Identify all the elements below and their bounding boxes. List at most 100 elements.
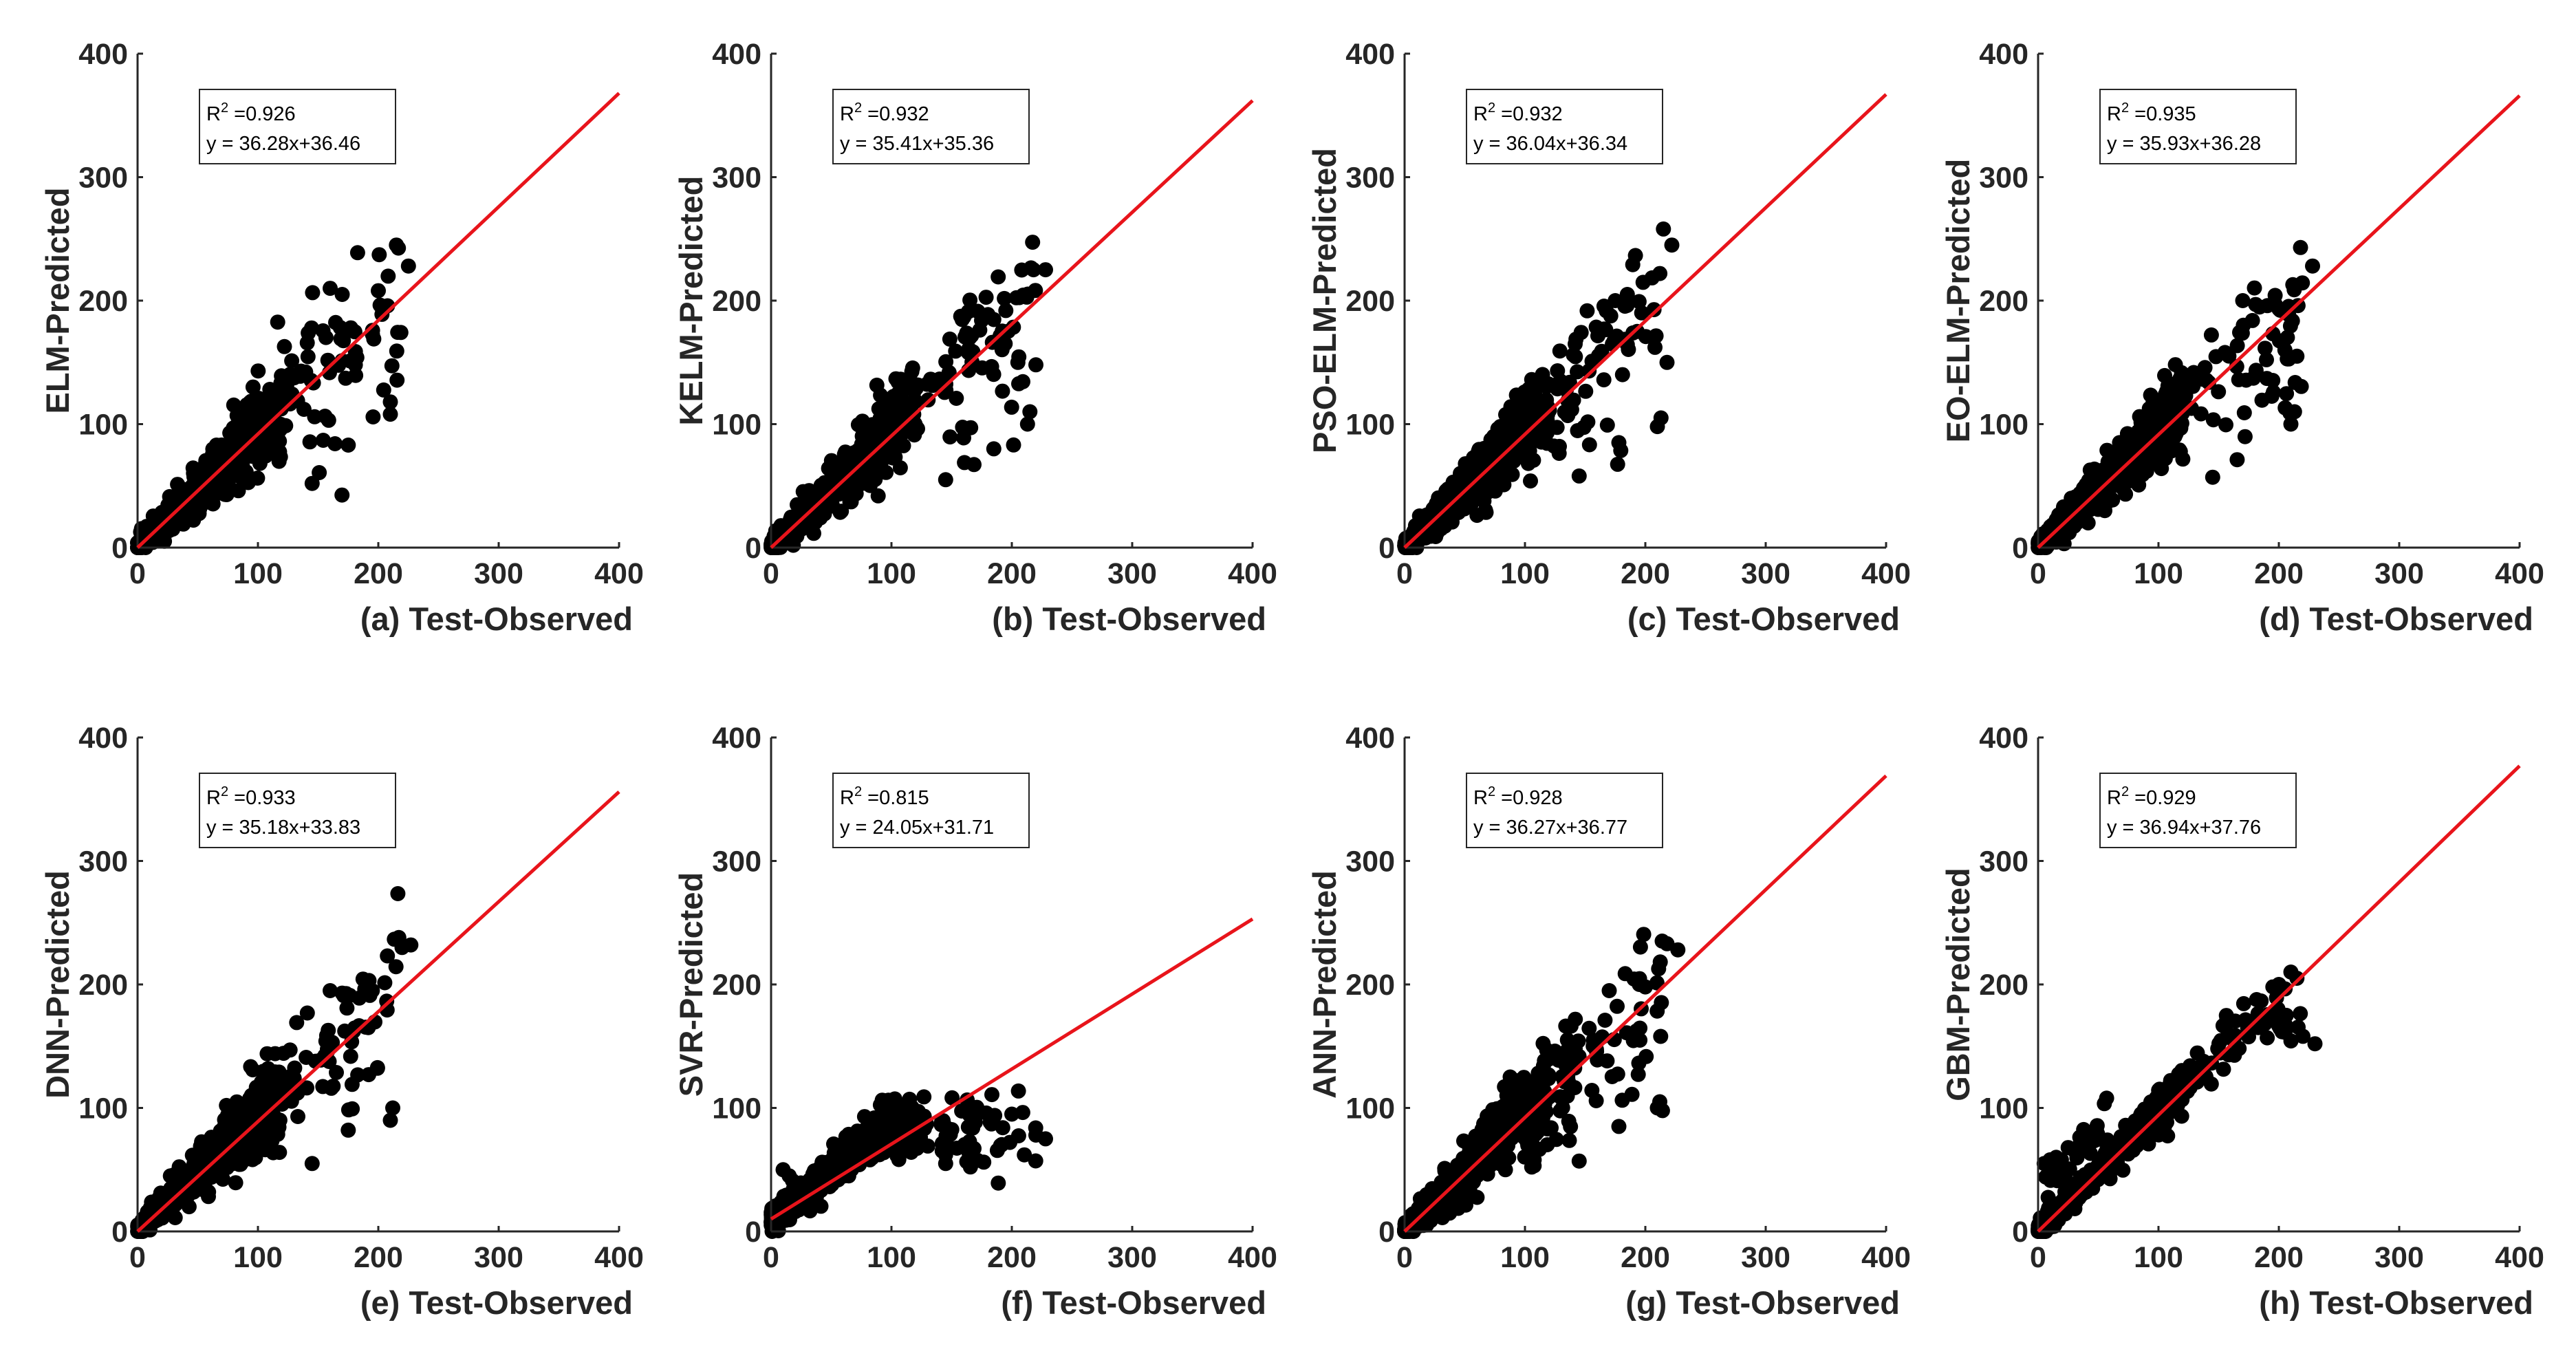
data-point	[1539, 392, 1555, 408]
data-point	[2293, 239, 2308, 255]
data-point	[854, 413, 870, 429]
data-point	[1561, 1113, 1577, 1129]
data-point	[871, 427, 887, 442]
data-point	[2246, 370, 2261, 386]
data-point	[902, 1091, 918, 1107]
data-point	[1581, 437, 1597, 453]
data-point	[1028, 1128, 1043, 1143]
data-point	[202, 1143, 217, 1159]
x-tick-label: 200	[2254, 557, 2304, 590]
data-point	[1019, 416, 1035, 432]
data-point	[1488, 473, 1504, 489]
data-point	[390, 325, 406, 341]
y-tick-label: 300	[712, 845, 761, 879]
data-point	[1520, 455, 1536, 471]
data-point	[2161, 387, 2177, 403]
data-point	[2172, 442, 2187, 458]
y-tick-label: 300	[1979, 162, 2028, 195]
data-point	[299, 1005, 315, 1021]
data-point	[2279, 386, 2295, 402]
scatter-points	[1397, 221, 1680, 555]
data-point	[869, 377, 885, 393]
data-point	[271, 453, 287, 469]
data-point	[984, 1087, 999, 1103]
data-point	[1599, 303, 1614, 319]
data-point	[1594, 343, 1610, 359]
data-point	[371, 283, 386, 299]
data-point	[282, 1042, 298, 1058]
data-point	[315, 433, 331, 448]
data-point	[1610, 456, 1625, 472]
data-point	[176, 486, 192, 502]
x-tick-label: 300	[2374, 557, 2424, 590]
data-point	[1524, 371, 1539, 387]
data-point	[282, 367, 298, 382]
y-tick-label: 300	[78, 845, 128, 879]
data-point	[1570, 364, 1585, 380]
data-point	[2253, 993, 2269, 1009]
data-point	[1579, 303, 1595, 319]
data-point	[245, 379, 261, 395]
x-tick-label: 300	[1107, 557, 1157, 590]
data-point	[1656, 221, 1671, 237]
x-tick-label: 200	[354, 557, 403, 590]
fit-equation: y = 24.05x+31.71	[840, 817, 994, 839]
data-point	[1632, 939, 1648, 955]
y-tick-label: 0	[111, 1216, 128, 1249]
data-point	[1555, 1100, 1570, 1116]
data-point	[1584, 354, 1600, 369]
data-point	[328, 314, 343, 330]
data-point	[1453, 484, 1469, 500]
data-point	[1442, 1200, 1458, 1216]
data-point	[908, 394, 924, 409]
data-point	[1004, 1106, 1019, 1122]
scatter-points	[2031, 239, 2320, 555]
x-tick-label: 100	[867, 1241, 916, 1274]
data-point	[1571, 468, 1587, 484]
r2-annotation: R2 =0.928	[1473, 784, 1563, 809]
data-point	[1504, 466, 1520, 482]
y-tick-label: 400	[1345, 38, 1395, 71]
data-point	[261, 436, 277, 452]
data-point	[277, 338, 292, 354]
data-point	[304, 1156, 320, 1172]
data-point	[380, 268, 396, 284]
x-tick-label: 300	[1741, 557, 1790, 590]
data-point	[2231, 371, 2247, 387]
data-point	[2167, 357, 2183, 373]
data-point	[376, 382, 391, 398]
data-point	[351, 990, 367, 1006]
data-point	[325, 1078, 341, 1094]
data-point	[942, 429, 958, 445]
data-point	[255, 394, 271, 409]
data-point	[365, 409, 381, 424]
data-point	[2254, 392, 2270, 408]
y-tick-label: 100	[78, 1092, 128, 1125]
x-tick-label: 0	[2030, 557, 2046, 590]
data-point	[916, 1089, 932, 1105]
data-point	[1647, 339, 1663, 355]
data-point	[870, 488, 886, 504]
data-point	[1578, 383, 1594, 399]
data-point	[2112, 435, 2128, 451]
data-point	[1026, 262, 1041, 278]
data-point	[894, 402, 910, 418]
data-point	[779, 521, 794, 537]
r2-annotation: R2 =0.932	[840, 100, 929, 125]
data-point	[896, 438, 911, 453]
data-point	[803, 499, 819, 515]
r2-annotation: R2 =0.935	[2107, 100, 2196, 125]
data-point	[1611, 1119, 1627, 1134]
data-point	[1469, 508, 1485, 524]
data-point	[1631, 294, 1647, 310]
fit-line	[136, 91, 620, 549]
data-point	[1492, 1156, 1508, 1172]
data-point	[228, 1175, 243, 1191]
data-point	[1649, 419, 1665, 435]
data-point	[287, 1060, 303, 1076]
data-point	[1590, 328, 1605, 344]
fit-equation: y = 35.18x+33.83	[206, 817, 360, 839]
data-point	[1489, 1101, 1505, 1117]
